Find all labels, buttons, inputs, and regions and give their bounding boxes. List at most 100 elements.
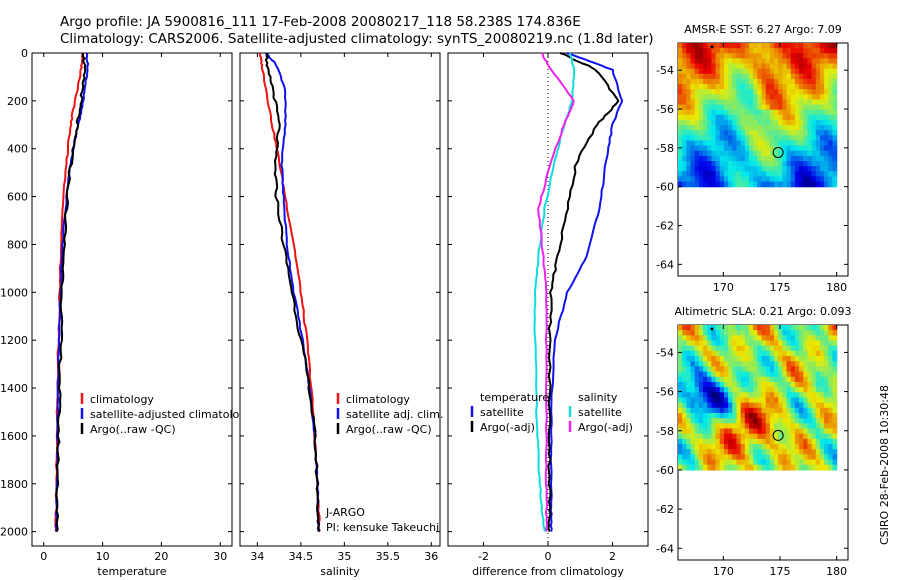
field-cell <box>828 387 834 393</box>
field-cell <box>782 150 788 157</box>
field-cell <box>698 449 704 455</box>
field-cell <box>828 459 834 466</box>
field-cell <box>723 397 729 404</box>
field-cell <box>828 63 834 70</box>
field-cell <box>728 392 733 399</box>
field-cell <box>799 330 804 336</box>
field-cell <box>828 78 834 85</box>
field-cell <box>782 438 788 445</box>
field-cell <box>678 94 683 101</box>
y-tick-label: -56 <box>656 386 674 399</box>
field-cell <box>694 171 700 178</box>
field-cell <box>765 114 771 121</box>
field-cell <box>736 114 742 121</box>
field-cell <box>765 350 771 357</box>
field-cell <box>711 135 717 142</box>
field-cell <box>828 345 834 352</box>
field-cell <box>703 433 708 440</box>
field-cell <box>715 68 721 75</box>
field-cell <box>811 412 817 419</box>
field-cell <box>774 433 779 440</box>
field-cell <box>732 325 738 331</box>
field-cell <box>778 171 783 178</box>
field-cell <box>757 161 763 167</box>
field-cell <box>828 53 834 59</box>
field-cell <box>744 376 750 383</box>
field-cell <box>815 125 821 131</box>
field-cell <box>703 345 708 352</box>
field-cell <box>811 99 817 106</box>
field-cell <box>686 330 692 336</box>
field-cell <box>728 371 733 378</box>
field-cell <box>744 94 750 101</box>
field-cell <box>711 181 717 188</box>
field-cell <box>715 114 721 121</box>
field-cell <box>740 340 746 347</box>
field-cell <box>715 58 721 65</box>
field-cell <box>698 43 704 49</box>
field-cell <box>740 418 746 424</box>
field-cell <box>782 73 788 80</box>
field-cell <box>815 63 821 70</box>
field-cell <box>753 381 758 388</box>
field-cell <box>715 78 721 85</box>
field-cell <box>703 48 708 54</box>
field-cell <box>715 135 721 142</box>
field-cell <box>794 135 800 142</box>
field-cell <box>757 376 763 383</box>
field-cell <box>815 366 821 373</box>
field-cell <box>711 418 717 424</box>
field-cell <box>778 73 783 80</box>
field-cell <box>819 73 825 80</box>
series-line <box>55 52 87 532</box>
field-cell <box>690 402 696 409</box>
field-cell <box>698 130 704 136</box>
field-cell <box>719 84 725 90</box>
field-cell <box>774 345 779 352</box>
field-cell <box>819 125 825 131</box>
field-cell <box>786 412 792 419</box>
field-cell <box>740 438 746 445</box>
field-cell <box>740 43 746 49</box>
field-cell <box>786 181 792 188</box>
field-cell <box>815 325 821 331</box>
field-cell <box>769 392 775 399</box>
field-cell <box>790 99 796 106</box>
field-cell <box>782 78 788 85</box>
x-tick-label: 0 <box>40 550 47 563</box>
field-cell <box>728 48 733 54</box>
field-cell <box>778 438 783 445</box>
field-cell <box>719 53 725 59</box>
field-cell <box>707 53 713 59</box>
field-cell <box>744 412 750 419</box>
field-cell <box>786 330 792 336</box>
field-cell <box>786 449 792 455</box>
field-cell <box>790 387 796 393</box>
field-cell <box>719 407 725 414</box>
field-cell <box>815 412 821 419</box>
field-cell <box>678 444 683 450</box>
field-cell <box>786 155 792 162</box>
field-cell <box>736 78 742 85</box>
field-cell <box>740 356 746 362</box>
field-cell <box>769 444 775 450</box>
field-cell <box>778 43 783 49</box>
field-cell <box>686 48 692 54</box>
field-cell <box>807 330 813 336</box>
field-cell <box>690 438 696 445</box>
field-cell <box>782 135 788 142</box>
field-cell <box>748 166 754 172</box>
field-cell <box>715 464 721 471</box>
field-cell <box>678 119 683 126</box>
field-cell <box>782 104 788 111</box>
field-cell <box>828 449 834 455</box>
field-cell <box>794 104 800 111</box>
field-cell <box>723 161 729 167</box>
field-cell <box>832 464 838 471</box>
field-cell <box>815 150 821 157</box>
field-cell <box>819 423 825 430</box>
field-cell <box>803 125 809 131</box>
field-cell <box>748 99 754 106</box>
field-cell <box>690 161 696 167</box>
field-cell <box>703 444 708 450</box>
